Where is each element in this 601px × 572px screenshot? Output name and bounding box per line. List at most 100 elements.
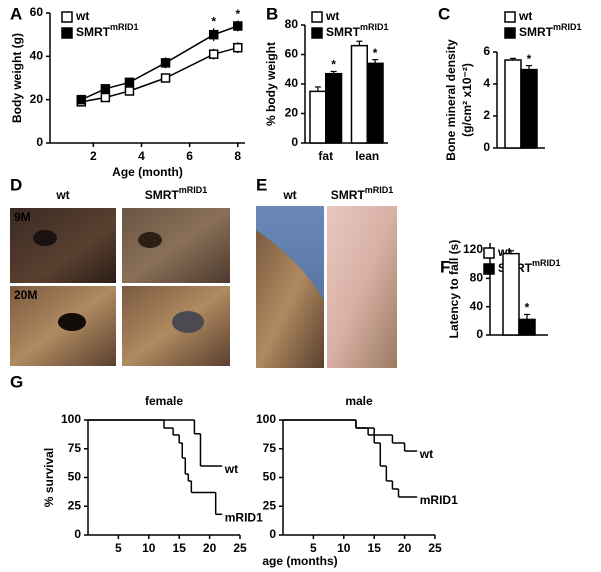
- y-tick-label: 0: [291, 135, 298, 149]
- series-label: mRID1: [225, 510, 263, 524]
- y-tick-label: 40: [470, 299, 484, 313]
- legend-swatch: [504, 27, 516, 39]
- y-tick-label: 60: [285, 47, 299, 61]
- y-tick-label: 0: [483, 140, 490, 154]
- y-tick-label: 50: [263, 470, 277, 484]
- bar: [309, 90, 327, 144]
- photo-row-label: 20M: [14, 288, 37, 302]
- significance-mark: *: [235, 7, 240, 21]
- significance-mark: *: [211, 14, 216, 28]
- y-tick-label: 0: [269, 527, 276, 541]
- x-tick-label: 20: [203, 541, 217, 555]
- y-tick-label: 120: [463, 242, 483, 256]
- data-point: [208, 29, 219, 40]
- legend-label: SMRTmRID1: [519, 22, 582, 39]
- photo: [10, 208, 116, 283]
- bar: [504, 59, 522, 149]
- panel-letter: D: [10, 175, 22, 194]
- data-point: [160, 73, 171, 83]
- y-axis-label: Body weight (g): [10, 33, 24, 123]
- y-tick-label: 0: [476, 327, 483, 341]
- y-tick-label: 50: [68, 470, 82, 484]
- photo: [327, 206, 397, 368]
- panel-letter: F: [440, 257, 450, 276]
- y-tick-label: 100: [61, 412, 81, 426]
- chart-title: female: [145, 394, 183, 408]
- panel-d-photos: [10, 208, 230, 366]
- x-tick-label: 10: [142, 541, 156, 555]
- panel-letter: B: [266, 4, 278, 23]
- y-tick-label: 80: [285, 17, 299, 31]
- bar: [350, 44, 369, 144]
- x-tick-label: 5: [115, 541, 122, 555]
- photo-column-label: SMRTmRID1: [145, 185, 208, 202]
- photo-eye: [138, 232, 162, 248]
- y-axis-label: Latency to fall (s): [447, 240, 461, 339]
- photo: [122, 208, 230, 283]
- y-axis-label: Bone mineral density: [444, 39, 458, 161]
- significance-mark: *: [373, 46, 378, 60]
- legend-swatch: [311, 27, 323, 39]
- legend-swatch: [504, 11, 516, 23]
- x-tick-label: fat: [318, 149, 333, 163]
- x-tick-label: lean: [355, 149, 379, 163]
- series-label: wt: [224, 462, 238, 476]
- data-point: [160, 58, 171, 68]
- y-axis-label: % survival: [42, 448, 56, 507]
- x-axis-label: Age (month): [112, 165, 183, 179]
- y-tick-label: 75: [68, 441, 82, 455]
- panel-e-photos: [256, 206, 397, 368]
- photo: [256, 230, 324, 368]
- legend-label: SMRTmRID1: [326, 22, 389, 39]
- significance-mark: *: [527, 52, 532, 66]
- x-tick-label: 20: [398, 541, 412, 555]
- photo-column-label: wt: [282, 188, 296, 202]
- panel-letter: E: [256, 175, 267, 194]
- y-tick-label: 80: [470, 271, 484, 285]
- legend-swatch: [483, 247, 495, 259]
- x-axis-label: age (months): [262, 554, 337, 568]
- data-point: [124, 77, 135, 88]
- y-tick-label: 20: [30, 92, 44, 106]
- data-point: [100, 92, 111, 103]
- x-tick-label: 6: [186, 149, 193, 163]
- photo-eye: [33, 230, 57, 246]
- series-label: wt: [419, 447, 433, 461]
- y-tick-label: 0: [36, 135, 43, 149]
- photo-column-label: SMRTmRID1: [331, 185, 394, 202]
- y-tick-label: 20: [285, 106, 299, 120]
- significance-mark: *: [525, 301, 530, 315]
- y-tick-label: 40: [285, 76, 299, 90]
- bar: [520, 68, 538, 149]
- photo-eye: [172, 311, 204, 333]
- photo-row-label: 9M: [14, 210, 31, 224]
- legend-label: wt: [518, 9, 532, 23]
- x-tick-label: 10: [337, 541, 351, 555]
- y-tick-label: 75: [263, 441, 277, 455]
- y-tick-label: 25: [68, 498, 82, 512]
- legend-swatch: [483, 263, 495, 275]
- panel-letter: G: [10, 372, 23, 391]
- y-tick-label: 2: [483, 108, 490, 122]
- legend-swatch: [61, 27, 73, 39]
- significance-mark: *: [331, 58, 336, 72]
- data-point: [124, 86, 135, 96]
- data-point: [208, 49, 219, 59]
- y-tick-label: 0: [74, 527, 81, 541]
- chart-title: male: [345, 394, 373, 408]
- y-tick-label: 100: [256, 412, 276, 426]
- x-tick-label: 4: [138, 149, 145, 163]
- y-tick-label: 40: [30, 49, 44, 63]
- x-tick-label: 5: [310, 541, 317, 555]
- data-point: [233, 42, 243, 53]
- bar: [518, 318, 536, 336]
- bar: [325, 72, 343, 144]
- panel-letter: C: [438, 4, 450, 23]
- y-tick-label: 25: [263, 498, 277, 512]
- y-tick-label: 6: [483, 44, 490, 58]
- legend-label: wt: [325, 9, 339, 23]
- x-tick-label: 25: [428, 541, 442, 555]
- legend-label: wt: [75, 9, 89, 23]
- legend-label: SMRTmRID1: [76, 22, 139, 39]
